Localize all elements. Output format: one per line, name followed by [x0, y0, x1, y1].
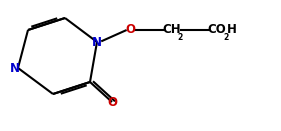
Text: H: H	[227, 23, 237, 37]
Text: 2: 2	[223, 33, 228, 42]
Text: CO: CO	[208, 23, 226, 37]
Text: N: N	[10, 61, 20, 75]
Text: CH: CH	[163, 23, 181, 37]
Text: 2: 2	[177, 33, 182, 42]
Text: N: N	[92, 36, 102, 48]
Text: O: O	[107, 95, 117, 108]
Text: O: O	[125, 23, 135, 37]
